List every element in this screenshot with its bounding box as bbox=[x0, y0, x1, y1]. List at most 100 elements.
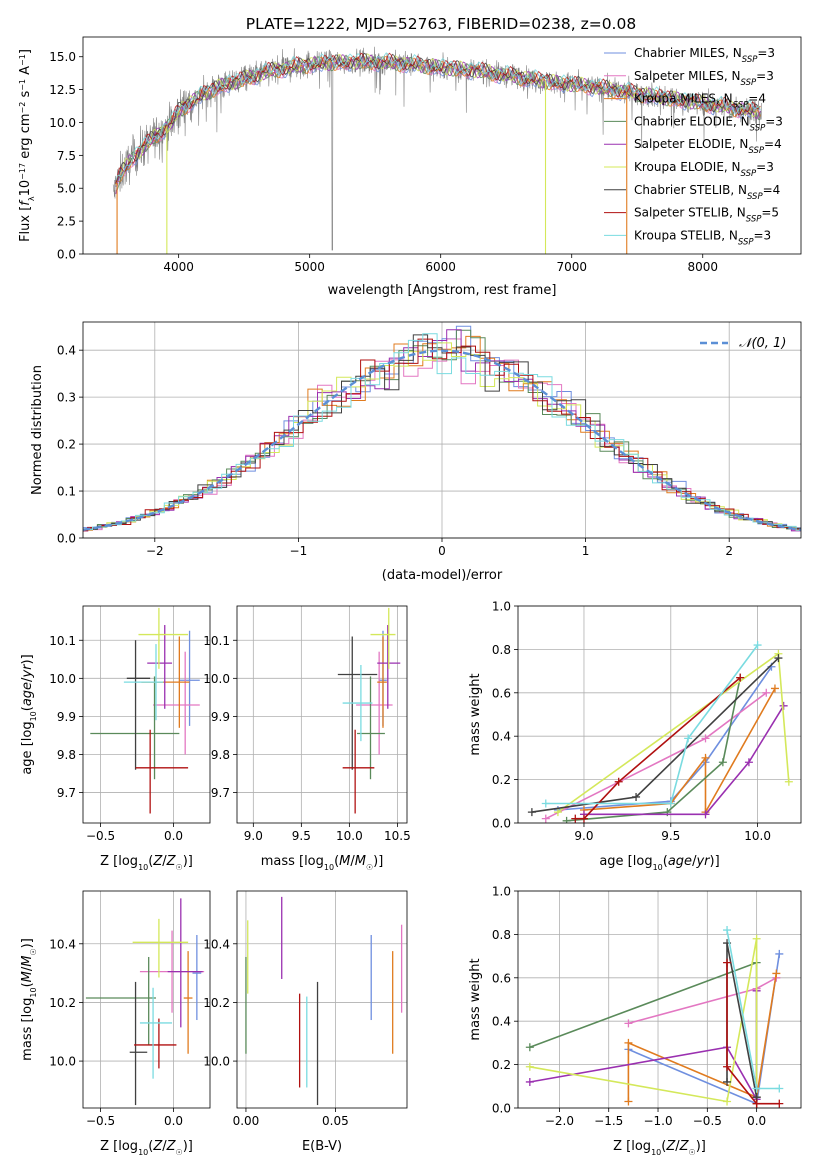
x-tick-label: 6000 bbox=[425, 260, 456, 274]
age-vs-Z-ylabel: age [log10(age/yr)] bbox=[20, 654, 38, 774]
spectrum-model-line bbox=[115, 55, 761, 192]
spectrum-axes: 4000 5000 6000 7000 8000 0.0 2.5 5.0 7.5 10.0 12.5… bbox=[18, 36, 802, 298]
spectrum-model-line bbox=[115, 52, 761, 181]
weight-marker bbox=[744, 758, 753, 767]
weight-marker bbox=[525, 1043, 534, 1052]
legend-label: Chabrier ELODIE, NSSP=3 bbox=[634, 114, 783, 133]
x-tick-label: 0.0 bbox=[164, 829, 183, 843]
legend-label: Salpeter STELIB, NSSP=5 bbox=[634, 206, 779, 225]
y-tick-label: 0.0 bbox=[57, 248, 76, 262]
weight_vs_Z-plot bbox=[525, 926, 784, 1108]
weight_vs_Z-ylabel: mass weight bbox=[468, 958, 483, 1040]
y-tick-label: 0.2 bbox=[57, 438, 76, 452]
spectrum-frame bbox=[82, 36, 802, 255]
spectrum-plot bbox=[112, 46, 762, 254]
weight-series bbox=[723, 926, 784, 1093]
x-tick-label: 4000 bbox=[163, 260, 194, 274]
y-tick-label: 10.4 bbox=[49, 937, 76, 951]
weight-series bbox=[723, 958, 784, 1108]
mass_vs_ebv-plot bbox=[245, 896, 403, 1106]
errorbar-point bbox=[139, 987, 173, 1079]
errorbar-point bbox=[147, 625, 173, 709]
age_vs_Z-axes: −0.5 0.0 9.7 9.8 9.9 10.0 10.1 Z [log10(Z/Z☉)] a… bbox=[20, 605, 211, 872]
legend-label: 𝒩(0, 1) bbox=[739, 336, 786, 351]
x-tick-label: 1 bbox=[582, 544, 590, 558]
x-tick-label: 8000 bbox=[687, 260, 718, 274]
weight-marker bbox=[723, 1062, 732, 1071]
residuals-frame bbox=[82, 321, 802, 539]
errorbar-point bbox=[183, 951, 193, 1054]
y-tick-label: 10.1 bbox=[203, 634, 230, 648]
legend-entry: Kroupa MILES, NSSP=4 bbox=[604, 92, 766, 111]
weight-series-line bbox=[545, 644, 759, 805]
y-tick-label: 9.7 bbox=[211, 786, 230, 800]
spectrum-xlabel: wavelength [Angstrom, rest frame] bbox=[328, 283, 557, 298]
y-tick-label: 1.0 bbox=[492, 600, 511, 614]
age-vs-mass-xlabel: mass [log10(M/M☉)] bbox=[261, 854, 384, 872]
y-tick-label: 0.8 bbox=[492, 928, 511, 942]
y-tick-label: 1.0 bbox=[492, 885, 511, 899]
mass_vs_ebv-frame bbox=[236, 890, 408, 1109]
y-tick-label: 10.0 bbox=[203, 672, 230, 686]
weight-series-line bbox=[627, 973, 778, 1102]
weight-marker bbox=[762, 688, 771, 697]
weight-marker bbox=[753, 641, 762, 650]
weight-series bbox=[571, 673, 745, 823]
weight-marker bbox=[770, 684, 779, 693]
legend-label: Salpeter ELODIE, NSSP=4 bbox=[634, 137, 782, 156]
errorbar-point bbox=[377, 636, 387, 728]
weight_vs_age-ylabel: mass weight bbox=[468, 673, 483, 755]
errorbar-point bbox=[123, 644, 164, 721]
legend-entry: Kroupa ELODIE, NSSP=3 bbox=[604, 160, 774, 179]
y-tick-label: 10.1 bbox=[49, 634, 76, 648]
y-tick-label: 2.5 bbox=[57, 215, 76, 229]
weight-series bbox=[527, 654, 783, 817]
x-tick-label: 0 bbox=[438, 544, 446, 558]
x-tick-label: 9.0 bbox=[574, 829, 593, 843]
y-tick-label: 10.2 bbox=[49, 996, 76, 1010]
x-tick-label: −0.5 bbox=[693, 1114, 722, 1128]
y-tick-label: 0.2 bbox=[492, 773, 511, 787]
x-tick-label: −1.5 bbox=[594, 1114, 623, 1128]
weight-series-line bbox=[575, 676, 741, 820]
mass_vs_Z-axes: −0.5 0.0 10.0 10.2 10.4 Z [log10(Z/Z☉)] mass [… bbox=[20, 890, 211, 1157]
legend-entry: Chabrier ELODIE, NSSP=3 bbox=[604, 114, 783, 133]
normal-curve bbox=[83, 349, 801, 531]
errorbar-point bbox=[342, 665, 373, 742]
weight-marker bbox=[736, 673, 745, 682]
weight-marker bbox=[723, 1077, 732, 1086]
weight-marker bbox=[684, 734, 693, 743]
y-tick-label: 9.9 bbox=[57, 710, 76, 724]
weight-marker bbox=[525, 1062, 534, 1071]
weight-marker bbox=[624, 1019, 633, 1028]
weight-marker bbox=[666, 799, 675, 808]
legend-entry: Salpeter ELODIE, NSSP=4 bbox=[604, 137, 782, 156]
legend-label: Kroupa ELODIE, NSSP=3 bbox=[634, 160, 774, 179]
y-tick-label: 10.0 bbox=[49, 1055, 76, 1069]
x-tick-label: 0.05 bbox=[322, 1114, 349, 1128]
y-tick-label: 0.4 bbox=[492, 1015, 511, 1029]
x-tick-label: 2 bbox=[725, 544, 733, 558]
errorbar-point bbox=[132, 918, 189, 978]
y-tick-label: 0.6 bbox=[492, 686, 511, 700]
legend-label: Kroupa MILES, NSSP=4 bbox=[634, 92, 766, 111]
residuals-axes: −2 −1 0 1 2 0.0 0.1 0.2 0.3 0.4 (data-model)/error… bbox=[30, 321, 802, 583]
y-tick-label: 7.5 bbox=[57, 149, 76, 163]
x-tick-label: 10.0 bbox=[744, 829, 771, 843]
errorbar-point bbox=[192, 934, 202, 1021]
weight-vs-age-xlabel: age [log10(age/yr)] bbox=[599, 854, 719, 872]
weight-series-line bbox=[566, 677, 741, 822]
weight-marker bbox=[775, 1099, 784, 1108]
x-tick-label: −0.5 bbox=[86, 829, 115, 843]
errorbar-point bbox=[90, 676, 180, 780]
weight-marker bbox=[752, 934, 761, 943]
y-tick-label: 9.8 bbox=[211, 748, 230, 762]
weight-marker bbox=[723, 926, 732, 935]
legend-label: Chabrier MILES, NSSP=3 bbox=[634, 46, 775, 65]
x-tick-label: 7000 bbox=[556, 260, 587, 274]
errorbar-point bbox=[126, 640, 151, 770]
weight_vs_age-plot bbox=[527, 641, 793, 823]
weight-marker bbox=[541, 799, 550, 808]
weight-series-line bbox=[584, 705, 785, 816]
